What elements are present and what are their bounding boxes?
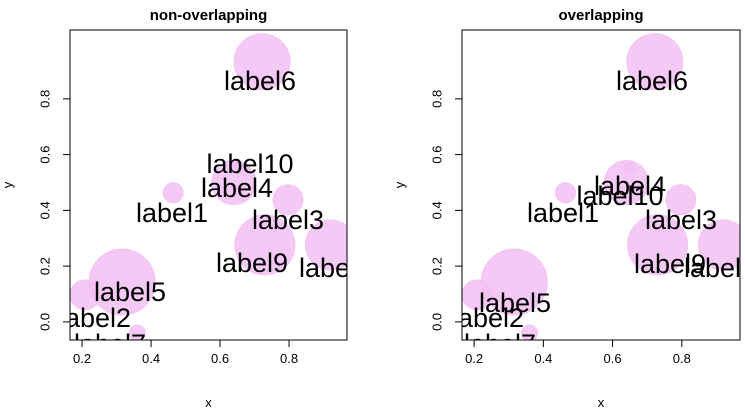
point-label: label9 [634,249,706,279]
y-tick-label: 0.8 [429,90,444,108]
x-tick-label: 0.4 [534,351,552,366]
bubble [272,184,304,216]
x-tick-label: 0.6 [604,351,622,366]
y-tick-label: 0.4 [429,201,444,219]
bubble [88,248,156,316]
bubble [211,159,257,205]
point-label: label8 [299,253,371,283]
bubble [626,33,684,91]
chart-title: overlapping [558,7,643,24]
x-axis-label: x [205,395,212,410]
point-label: label3 [645,205,717,235]
x-tick-label: 0.6 [211,351,229,366]
point-label: label1 [527,198,599,228]
y-tick-label: 0.2 [429,257,444,275]
point-label: label5 [479,288,551,318]
point-label: label3 [252,205,324,235]
bubble [521,324,539,340]
x-tick-label: 0.2 [73,351,91,366]
point-label: label6 [224,66,296,96]
bubble [623,162,637,176]
point-label: label8 [684,253,745,283]
point-label: label10 [576,181,663,211]
plot-frame [461,29,741,341]
y-tick-label: 0.0 [37,313,52,331]
bubble [234,214,296,276]
y-tick-label: 0.8 [37,90,52,108]
point-label: label7 [464,329,536,359]
bubble [162,182,184,204]
point-label: label9 [216,248,288,278]
point-label: label2 [59,303,131,333]
point-label: label4 [594,171,666,201]
bubble [128,324,146,340]
bubble [555,182,577,204]
bubble [627,214,689,276]
bubble [665,184,697,216]
y-tick-label: 0.6 [37,146,52,164]
point-label: label5 [94,277,166,307]
point-label: label10 [206,149,293,179]
point-label: label1 [136,198,208,228]
x-tick-label: 0.2 [465,351,483,366]
y-axis-label: y [392,181,407,188]
plot-frame [69,29,348,341]
y-axis-label: y [0,181,15,188]
x-tick-label: 0.8 [673,351,691,366]
y-tick-label: 0.2 [37,257,52,275]
bubble [233,33,291,91]
point-label: label7 [74,329,146,359]
point-label: label4 [201,173,273,203]
chart-title: non-overlapping [150,7,268,24]
bubble [603,159,649,205]
bubble [304,219,347,271]
point-label: label6 [616,66,688,96]
plot-area: label1 label2 label3 label4 label5 label6 labe… [452,33,745,359]
y-tick-label: 0.6 [429,146,444,164]
bubble [230,162,244,176]
bubble [480,248,548,316]
point-label: label2 [452,303,524,333]
y-tick-label: 0.4 [37,201,52,219]
x-axis-label: x [598,395,605,410]
bubble [697,219,740,271]
x-tick-label: 0.8 [280,351,298,366]
y-tick-label: 0.0 [429,313,444,331]
x-tick-label: 0.4 [142,351,160,366]
